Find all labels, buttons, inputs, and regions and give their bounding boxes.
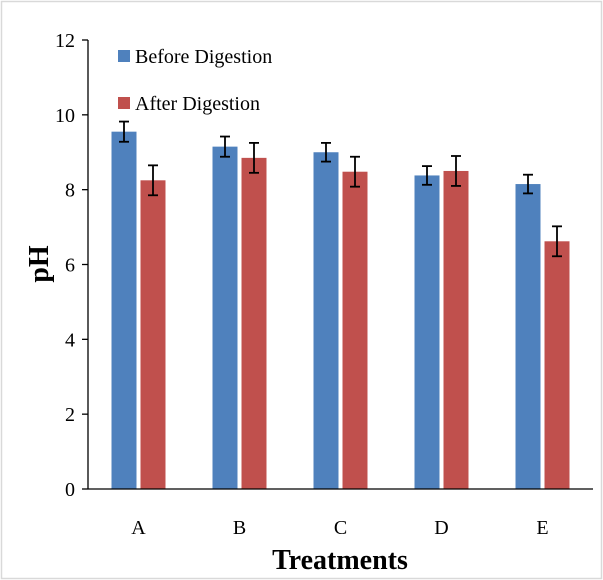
- x-tick-label: A: [131, 517, 146, 539]
- error-bar-before-digestion-c: [321, 141, 331, 163]
- bars-layer: [111, 131, 570, 490]
- y-axis-title: pH: [24, 245, 55, 283]
- bar-after-digestion-e: [544, 241, 570, 489]
- bar-before-digestion-c: [313, 152, 339, 489]
- bar-before-digestion-b: [212, 146, 238, 489]
- y-tick-label: 8: [65, 180, 75, 202]
- legend: Before Digestion After Digestion: [118, 46, 272, 115]
- x-tick-label: B: [233, 517, 246, 539]
- legend-item-before-digestion: Before Digestion: [118, 46, 272, 68]
- error-bar-before-digestion-a: [119, 120, 129, 143]
- x-tick-label: C: [334, 517, 347, 539]
- bar-after-digestion-a: [140, 180, 166, 489]
- legend-swatch-before-digestion: [118, 50, 130, 62]
- y-tick-label: 0: [65, 479, 75, 501]
- y-tick-label: 2: [65, 404, 75, 426]
- x-ticks: A B C D E: [131, 517, 548, 539]
- y-tick-label: 12: [55, 30, 75, 52]
- error-bar-after-digestion-e: [552, 225, 562, 258]
- x-tick-label: E: [536, 517, 548, 539]
- y-tick-label: 10: [55, 105, 75, 127]
- bar-before-digestion-e: [515, 184, 541, 489]
- error-bar-after-digestion-b: [249, 141, 259, 174]
- y-ticks: 0 2 4 6 8 10 12: [55, 30, 88, 501]
- legend-item-after-digestion: After Digestion: [118, 93, 260, 115]
- bar-before-digestion-d: [414, 175, 440, 489]
- error-bar-after-digestion-a: [148, 164, 158, 197]
- x-tick-label: D: [434, 517, 448, 539]
- error-bars-layer: [119, 120, 562, 258]
- bar-before-digestion-a: [111, 131, 137, 489]
- bar-after-digestion-c: [342, 171, 368, 489]
- bar-after-digestion-b: [241, 157, 267, 490]
- error-bar-before-digestion-d: [422, 165, 432, 186]
- bar-after-digestion-d: [443, 170, 469, 490]
- error-bar-before-digestion-e: [523, 173, 533, 195]
- legend-swatch-after-digestion: [118, 97, 130, 109]
- legend-label-before-digestion: Before Digestion: [135, 46, 272, 68]
- y-tick-label: 4: [65, 329, 75, 351]
- error-bar-before-digestion-b: [220, 135, 230, 158]
- error-bar-after-digestion-c: [350, 155, 360, 188]
- error-bar-after-digestion-d: [451, 155, 461, 187]
- legend-label-after-digestion: After Digestion: [135, 93, 260, 115]
- y-tick-label: 6: [65, 255, 75, 277]
- x-axis-title: Treatments: [272, 545, 408, 576]
